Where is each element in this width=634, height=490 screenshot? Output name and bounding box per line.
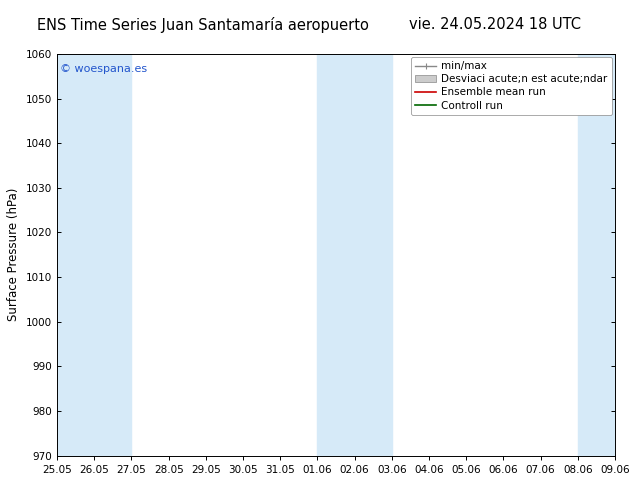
Text: ENS Time Series Juan Santamaría aeropuerto: ENS Time Series Juan Santamaría aeropuer… xyxy=(37,17,369,33)
Legend: min/max, Desviaci acute;n est acute;ndar, Ensemble mean run, Controll run: min/max, Desviaci acute;n est acute;ndar… xyxy=(411,57,612,115)
Text: vie. 24.05.2024 18 UTC: vie. 24.05.2024 18 UTC xyxy=(408,17,581,32)
Y-axis label: Surface Pressure (hPa): Surface Pressure (hPa) xyxy=(8,188,20,321)
Bar xyxy=(578,54,615,456)
Bar xyxy=(318,54,354,456)
Text: © woespana.es: © woespana.es xyxy=(60,64,147,74)
Bar xyxy=(354,54,392,456)
Bar xyxy=(94,54,131,456)
Bar xyxy=(57,54,94,456)
